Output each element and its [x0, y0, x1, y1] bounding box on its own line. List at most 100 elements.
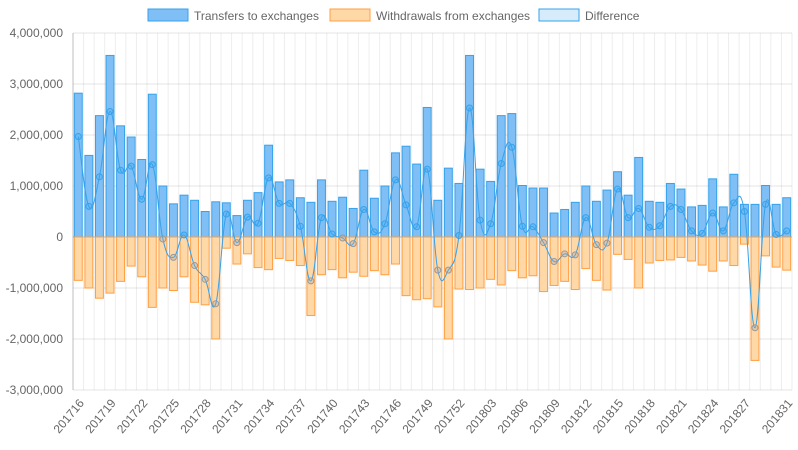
- x-tick-label: 201821: [653, 396, 690, 436]
- y-tick-label: 4,000,000: [10, 26, 64, 40]
- transfers-bar: [158, 185, 168, 238]
- transfers-bar: [179, 194, 189, 238]
- difference-point: [233, 239, 241, 247]
- difference-point: [466, 104, 474, 112]
- difference-point: [487, 220, 495, 228]
- x-tick-label: 201749: [399, 396, 436, 436]
- withdrawals-bar: [697, 236, 707, 266]
- transfers-bar: [73, 92, 83, 238]
- transfers-bar: [348, 207, 358, 238]
- difference-point: [540, 239, 548, 247]
- withdrawals-bar: [454, 236, 464, 290]
- withdrawals-bar: [105, 236, 115, 294]
- difference-point: [772, 230, 780, 238]
- difference-point: [730, 199, 738, 207]
- difference-point: [74, 133, 82, 141]
- difference-point: [370, 228, 378, 236]
- difference-point: [127, 162, 135, 170]
- legend-swatch: [147, 8, 189, 22]
- x-tick-label: 201803: [463, 396, 500, 436]
- withdrawals-bar: [168, 236, 178, 292]
- withdrawals-bar: [221, 236, 231, 249]
- withdrawals-bar: [570, 236, 580, 291]
- x-tick-label: 201831: [759, 396, 796, 436]
- transfers-bar: [708, 178, 718, 238]
- difference-point: [561, 250, 569, 258]
- transfers-bar: [750, 203, 760, 238]
- withdrawals-bar: [771, 236, 781, 268]
- transfers-bar: [200, 211, 210, 238]
- withdrawals-bar: [729, 236, 739, 267]
- y-tick-label: 1,000,000: [10, 179, 64, 193]
- difference-point: [698, 229, 706, 237]
- difference-point: [95, 173, 103, 181]
- transfers-bar: [359, 169, 369, 238]
- difference-point: [571, 251, 579, 259]
- transfers-bar: [560, 208, 570, 238]
- difference-point: [656, 222, 664, 230]
- x-tick-label: 201815: [590, 396, 627, 436]
- transfers-bar: [116, 125, 126, 238]
- transfers-bar: [264, 144, 274, 238]
- difference-point: [677, 205, 685, 213]
- withdrawals-bar: [306, 236, 316, 317]
- withdrawals-bar: [496, 236, 506, 286]
- transfers-bar: [581, 185, 591, 238]
- transfers-bar: [591, 200, 601, 238]
- legend-label: Withdrawals from exchanges: [376, 9, 530, 23]
- withdrawals-bar: [465, 236, 474, 291]
- transfers-bar: [391, 152, 400, 238]
- x-tick-label: 201812: [558, 396, 595, 436]
- difference-point: [740, 208, 748, 215]
- difference-point: [455, 231, 463, 239]
- transfers-bar: [232, 215, 242, 238]
- withdrawals-bar: [179, 236, 189, 278]
- difference-point: [614, 185, 622, 193]
- transfers-bar: [644, 200, 654, 238]
- difference-point: [688, 227, 696, 235]
- y-tick-label: 0: [56, 230, 63, 244]
- withdrawals-bar: [581, 236, 591, 270]
- withdrawals-bar: [211, 236, 221, 340]
- withdrawals-bar: [718, 236, 728, 262]
- withdrawals-bar: [750, 236, 760, 361]
- difference-point: [328, 230, 336, 238]
- withdrawals-bar: [126, 236, 136, 267]
- withdrawals-bar: [708, 236, 718, 272]
- x-tick-label: 201743: [336, 396, 373, 436]
- withdrawals-bars: [73, 236, 792, 361]
- withdrawals-bar: [644, 236, 654, 264]
- withdrawals-bar: [190, 236, 200, 303]
- difference-point: [349, 240, 357, 248]
- withdrawals-bar: [73, 236, 83, 281]
- y-tick-label: -2,000,000: [6, 332, 64, 346]
- transfers-bar: [168, 203, 178, 238]
- difference-point: [624, 214, 632, 222]
- withdrawals-bar: [665, 236, 675, 261]
- y-axis: 4,000,000 3,000,000 2,000,000 1,000,000 0 -1,…: [6, 26, 64, 397]
- withdrawals-bar: [264, 236, 274, 271]
- withdrawals-bar: [602, 236, 612, 291]
- difference-point: [402, 201, 410, 209]
- withdrawals-bar: [443, 236, 453, 340]
- difference-point: [85, 202, 93, 210]
- withdrawals-bar: [401, 236, 411, 297]
- difference-point: [719, 227, 727, 235]
- difference-point: [508, 143, 516, 151]
- withdrawals-bar: [338, 236, 348, 279]
- x-tick-label: 201824: [685, 396, 722, 436]
- transfers-bar: [105, 54, 115, 238]
- withdrawals-bar: [369, 236, 379, 272]
- x-tick-label: 201725: [146, 396, 183, 436]
- difference-point: [296, 222, 304, 230]
- difference-point: [339, 234, 347, 242]
- withdrawals-bar: [348, 236, 358, 273]
- withdrawals-bar: [147, 236, 157, 308]
- withdrawals-bar: [528, 236, 538, 277]
- transfers-bar: [655, 201, 665, 238]
- x-tick-label: 201746: [368, 396, 405, 436]
- transfers-bar: [274, 181, 284, 238]
- difference-point: [444, 266, 452, 274]
- difference-point: [582, 214, 590, 222]
